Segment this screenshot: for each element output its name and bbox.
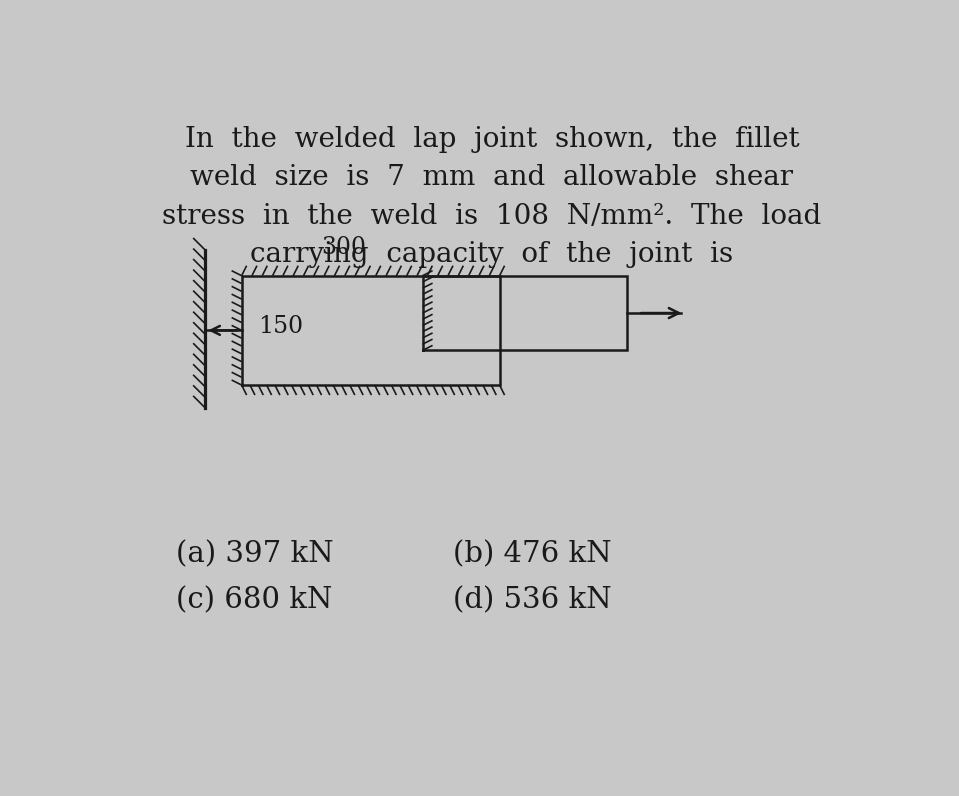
Text: (b) 476 kN: (b) 476 kN [454, 540, 612, 568]
Text: In  the  welded  lap  joint  shown,  the  fillet: In the welded lap joint shown, the fille… [184, 126, 799, 153]
Text: stress  in  the  weld  is  108  N/mm².  The  load: stress in the weld is 108 N/mm². The loa… [162, 202, 822, 229]
Text: (d) 536 kN: (d) 536 kN [454, 587, 612, 615]
Text: (a) 397 kN: (a) 397 kN [176, 540, 334, 568]
Text: weld  size  is  7  mm  and  allowable  shear: weld size is 7 mm and allowable shear [191, 164, 793, 191]
Text: (c) 680 kN: (c) 680 kN [176, 587, 333, 615]
Text: 300: 300 [321, 236, 366, 259]
Text: 150: 150 [259, 315, 304, 338]
Text: carrying  capacity  of  the  joint  is: carrying capacity of the joint is [250, 241, 734, 268]
